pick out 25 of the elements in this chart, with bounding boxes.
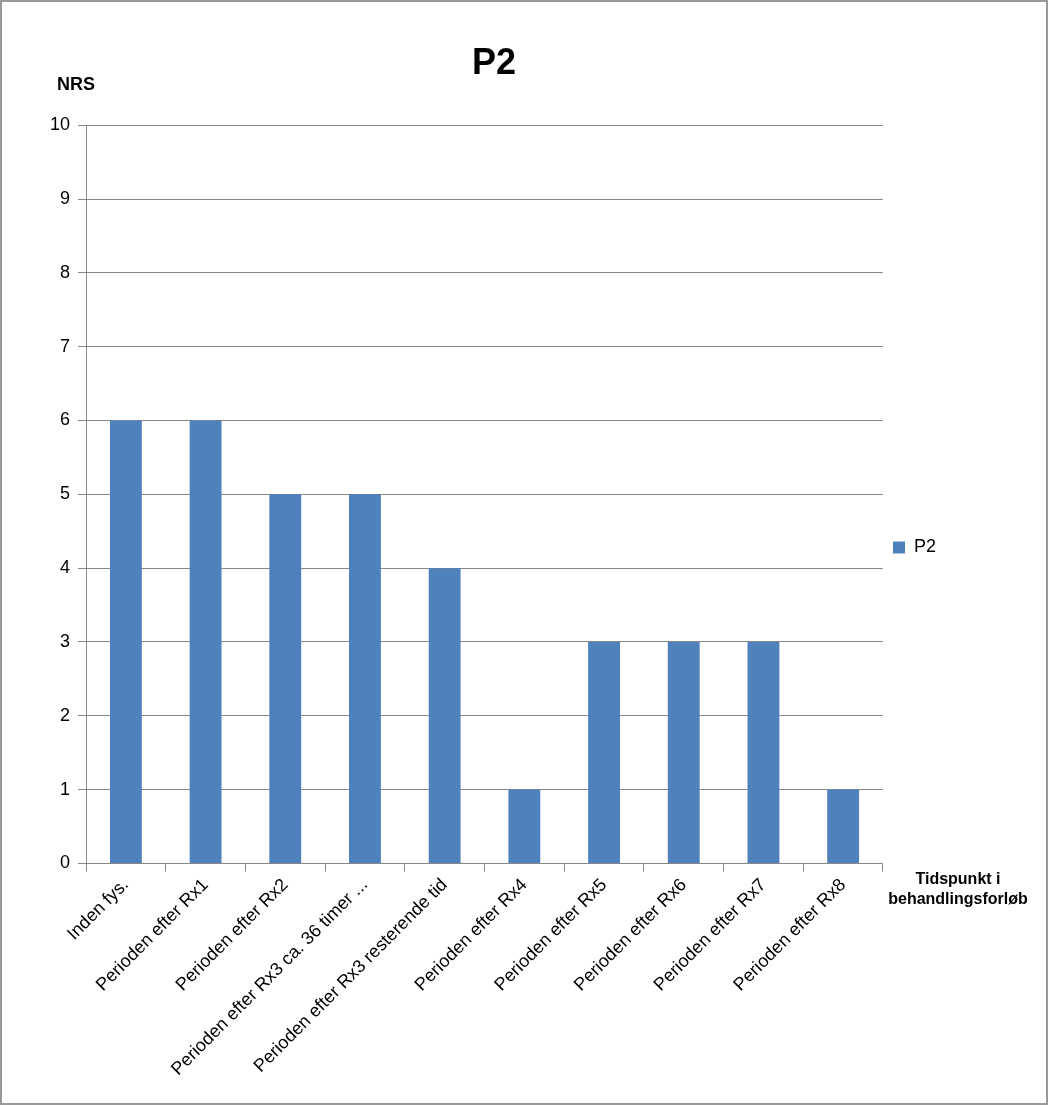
y-tick-label: 0 xyxy=(60,852,71,873)
y-tick-label: 4 xyxy=(60,557,71,578)
bar xyxy=(747,641,780,863)
bar xyxy=(508,789,541,863)
y-tick-label: 10 xyxy=(49,114,71,135)
y-axis-title: NRS xyxy=(57,74,96,94)
bar xyxy=(827,789,860,863)
bar xyxy=(428,568,461,863)
y-tick-label: 1 xyxy=(60,778,71,799)
y-tick-label: 5 xyxy=(60,483,71,504)
chart-title: P2 xyxy=(471,40,517,82)
y-tick-label: 7 xyxy=(60,335,71,356)
bar xyxy=(109,420,142,863)
y-tick-label: 3 xyxy=(60,630,71,651)
bar xyxy=(667,641,700,863)
y-tick-label: 9 xyxy=(60,187,71,208)
y-tick-label: 2 xyxy=(60,704,71,725)
y-tick-label: 6 xyxy=(60,409,71,430)
bar xyxy=(269,494,302,863)
y-tick-label: 8 xyxy=(60,261,71,282)
bar xyxy=(588,641,620,863)
legend-label: P2 xyxy=(913,536,937,557)
bar xyxy=(189,420,222,863)
bar xyxy=(349,494,381,863)
x-axis-title: Tidspunkt i behandlingsforløb xyxy=(888,869,1028,907)
